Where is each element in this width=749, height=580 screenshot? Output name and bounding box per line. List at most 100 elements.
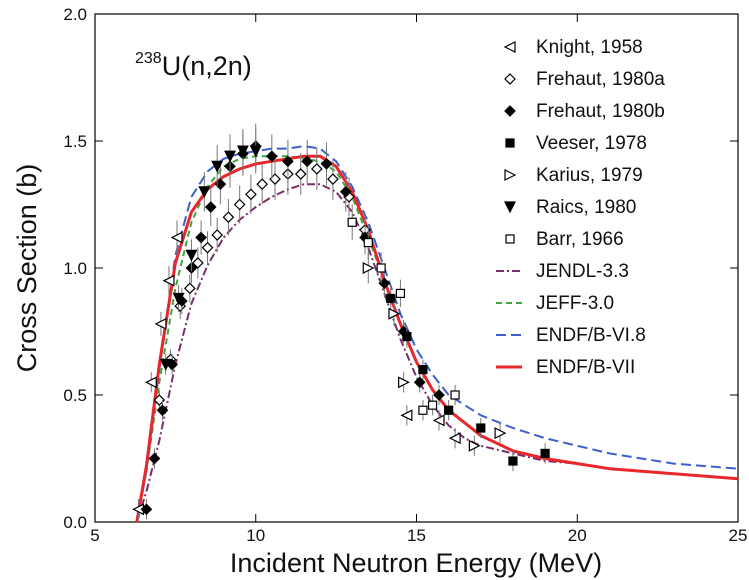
x-tick-label: 5 (90, 526, 99, 545)
point-veeser-1978 (386, 293, 396, 304)
reaction-annotation: 238U(n,2n) (135, 50, 252, 81)
point-frehaut-1980b (140, 503, 153, 516)
point-barr-1966 (395, 288, 406, 298)
point-barr-1966 (450, 390, 460, 400)
legend-label-endf-b-vi-8: ENDF/B-VI.8 (536, 325, 646, 346)
point-frehaut-1980b (433, 389, 445, 401)
point-veeser-1978 (508, 456, 518, 466)
point-raics-1980 (249, 145, 262, 158)
legend-marker-frehaut-1980b (504, 105, 516, 117)
point-karius-1979 (398, 376, 410, 389)
point-knight-1958 (432, 414, 445, 427)
point-raics-1980 (172, 292, 185, 305)
point-knight-1958 (400, 409, 413, 422)
point-frehaut-1980b (413, 376, 426, 389)
y-tick-label: 1.5 (63, 132, 87, 151)
point-knight-1958 (162, 274, 175, 287)
point-veeser-1978 (444, 405, 454, 415)
x-tick-label: 15 (407, 526, 426, 545)
point-barr-1966 (347, 217, 357, 227)
point-raics-1980 (198, 186, 211, 199)
legend-marker-knight-1958 (503, 41, 516, 53)
point-frehaut-1980b (282, 155, 294, 168)
point-knight-1958 (144, 376, 157, 389)
point-frehaut-1980a (233, 198, 246, 211)
point-knight-1958 (154, 317, 167, 330)
legend-label-veeser-1978: Veeser, 1978 (536, 133, 647, 154)
point-knight-1958 (170, 231, 183, 244)
mass-number-sup: 238 (135, 50, 162, 67)
point-veeser-1978 (476, 423, 486, 433)
reaction-label: U(n,2n) (162, 51, 252, 81)
point-frehaut-1980a (327, 173, 339, 185)
y-tick-label: 0.5 (63, 386, 87, 405)
y-axis-title: Cross Section (b) (12, 164, 42, 373)
point-frehaut-1980b (148, 452, 161, 465)
legend-label-raics-1980: Raics, 1980 (536, 197, 636, 218)
point-frehaut-1980a (183, 282, 196, 295)
point-karius-1979 (388, 307, 401, 320)
legend-marker-veeser-1978 (505, 138, 515, 148)
point-frehaut-1980a (245, 188, 257, 201)
point-frehaut-1980a (192, 257, 204, 269)
legend-label-knight-1958: Knight, 1958 (536, 37, 643, 58)
point-karius-1979 (362, 262, 375, 274)
legend-label-jendl-3-3: JENDL-3.3 (536, 261, 629, 282)
point-raics-1980 (224, 150, 237, 163)
x-tick-label: 25 (729, 526, 748, 545)
point-frehaut-1980b (265, 150, 278, 163)
legend-label-endf-b-vii: ENDF/B-VII (536, 357, 635, 378)
series-layer (135, 145, 739, 523)
point-frehaut-1980a (310, 163, 323, 175)
legend-marker-raics-1980 (504, 201, 516, 214)
point-barr-1966 (376, 263, 386, 273)
legend: Knight, 1958 Frehaut, 1980a Frehaut, 1980b… (496, 37, 665, 378)
point-barr-1966 (363, 238, 373, 248)
legend-label-jeff-3-0: JEFF-3.0 (536, 293, 614, 314)
x-axis-title: Incident Neutron Energy (MeV) (230, 548, 602, 578)
point-frehaut-1980b (320, 158, 333, 170)
point-barr-1966 (418, 405, 428, 415)
y-tick-label: 2.0 (63, 5, 87, 24)
point-frehaut-1980a (211, 229, 224, 241)
series-endf-b-vii (135, 154, 739, 523)
point-raics-1980 (236, 145, 249, 158)
point-karius-1979 (468, 439, 481, 452)
axis-ticks: 5 10 15 20 25 0.0 0.5 1.0 1.5 2.0 (63, 5, 747, 545)
series-endf-b-vi-8 (135, 145, 739, 523)
legend-label-barr-1966: Barr, 1966 (536, 229, 624, 250)
point-veeser-1978 (402, 331, 412, 342)
y-tick-label: 1.0 (63, 259, 87, 278)
legend-marker-karius-1979 (504, 169, 517, 181)
point-frehaut-1980a (294, 168, 307, 180)
legend-label-karius-1979: Karius, 1979 (536, 165, 643, 186)
x-tick-label: 10 (246, 526, 265, 545)
legend-marker-frehaut-1980a (504, 73, 516, 85)
point-frehaut-1980b (204, 201, 217, 213)
point-frehaut-1980b (301, 155, 314, 168)
point-knight-1958 (448, 432, 461, 445)
marker-layer (132, 123, 550, 520)
point-frehaut-1980a (222, 211, 235, 224)
legend-label-frehaut-1980b: Frehaut, 1980b (536, 101, 665, 122)
point-frehaut-1980a (256, 178, 269, 191)
point-raics-1980 (185, 249, 198, 262)
point-frehaut-1980a (201, 241, 214, 254)
x-tick-label: 20 (568, 526, 587, 545)
legend-label-frehaut-1980a: Frehaut, 1980a (536, 69, 665, 90)
series-jeff-3-0 (135, 155, 402, 523)
point-veeser-1978 (418, 365, 428, 375)
legend-marker-barr-1966 (505, 234, 515, 244)
point-raics-1980 (159, 358, 172, 371)
point-frehaut-1980b (156, 404, 169, 417)
point-frehaut-1980a (153, 394, 166, 406)
y-tick-label: 0.0 (63, 513, 87, 532)
point-karius-1979 (494, 427, 507, 440)
point-frehaut-1980b (339, 185, 352, 198)
point-barr-1966 (427, 400, 438, 410)
point-frehaut-1980b (195, 231, 207, 244)
series-jendl-3-3 (135, 183, 578, 523)
point-veeser-1978 (540, 448, 550, 459)
point-raics-1980 (211, 160, 224, 173)
